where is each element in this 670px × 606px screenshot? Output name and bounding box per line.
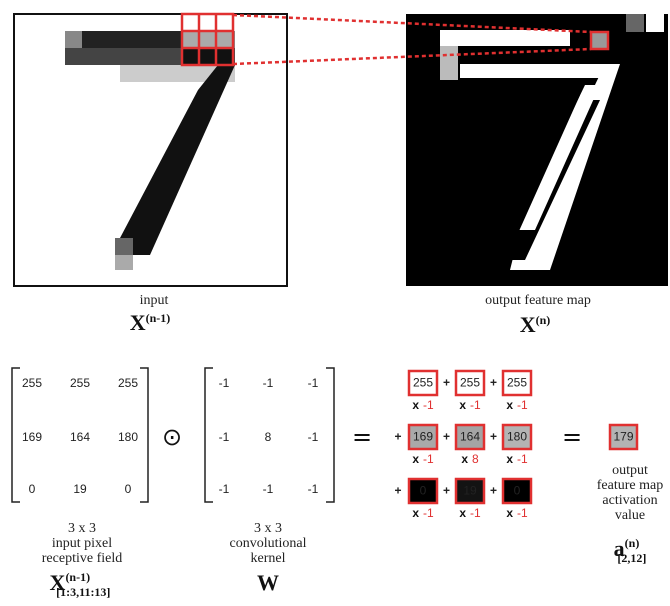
kernel-caption: 3 x 3	[254, 521, 282, 536]
result-caption: value	[615, 508, 645, 523]
product-weight: x -1	[506, 506, 528, 520]
plus-sign: +	[443, 430, 450, 444]
product-pixel: 255	[413, 376, 433, 390]
kernel-value: -1	[308, 430, 319, 444]
times-sign: x	[459, 398, 466, 412]
weight-value: -1	[517, 452, 528, 466]
plus-sign: +	[490, 430, 497, 444]
pixel-value: 0	[29, 482, 36, 496]
product-pixel: 255	[460, 376, 480, 390]
input-caption: input	[140, 293, 169, 308]
weight-value: -1	[517, 506, 528, 520]
times-sign: x	[506, 398, 513, 412]
weight-value: -1	[470, 506, 481, 520]
product-weight: x -1	[506, 452, 528, 466]
plus-sign: +	[394, 484, 401, 498]
product-weight: x -1	[459, 398, 481, 412]
product-pixel: 0	[420, 484, 427, 498]
product-pixel: 164	[460, 430, 480, 444]
hadamard-operator: ⊙	[162, 423, 182, 451]
receptive-caption: input pixel	[52, 536, 112, 551]
product-pixel: 169	[413, 430, 433, 444]
pixel-value: 255	[70, 376, 90, 390]
weight-value: -1	[470, 398, 481, 412]
diagram: input X(n-1) output feature map X(n) ⊙ =…	[0, 0, 670, 606]
pixel-value: 19	[73, 482, 87, 496]
product-pixel: 180	[507, 430, 527, 444]
product-weight: x -1	[412, 506, 434, 520]
result-caption: activation	[602, 493, 657, 508]
product-weight: x -1	[412, 452, 434, 466]
kernel-value: -1	[308, 482, 319, 496]
product-weight: x -1	[412, 398, 434, 412]
kernel-symbol: W	[257, 570, 279, 595]
product-pixel: 19	[463, 484, 477, 498]
product-pixel: 255	[507, 376, 527, 390]
kernel-value: -1	[219, 376, 230, 390]
equals: =	[352, 423, 372, 451]
product-pixel: 0	[514, 484, 521, 498]
weight-value: 8	[472, 452, 479, 466]
input-symbol: X(n-1)	[130, 310, 171, 335]
kernel-value: -1	[219, 430, 230, 444]
times-sign: x	[412, 452, 419, 466]
receptive-caption: receptive field	[42, 551, 122, 566]
weight-value: -1	[517, 398, 528, 412]
pixel-value: 255	[22, 376, 42, 390]
times-sign: x	[506, 506, 513, 520]
weight-value: -1	[423, 506, 434, 520]
times-sign: x	[506, 452, 513, 466]
result-caption: feature map	[597, 478, 663, 493]
kernel-value: 8	[265, 430, 272, 444]
weight-value: -1	[423, 452, 434, 466]
pixel-value: 255	[118, 376, 138, 390]
input-image	[14, 14, 287, 286]
plus-sign: +	[394, 430, 401, 444]
plus-sign: +	[443, 376, 450, 390]
pixel-value: 180	[118, 430, 138, 444]
output-symbol: X(n)	[520, 312, 551, 337]
weight-value: -1	[423, 398, 434, 412]
product-weight: x -1	[506, 398, 528, 412]
result-caption: output	[612, 463, 648, 478]
result-symbol: a(n)[2,12]	[614, 536, 647, 565]
times-sign: x	[412, 398, 419, 412]
pixel-value: 0	[125, 482, 132, 496]
times-sign: x	[459, 506, 466, 520]
plus-sign: +	[490, 376, 497, 390]
product-weight: x -1	[459, 506, 481, 520]
kernel-caption: convolutional	[230, 536, 307, 551]
times-sign: x	[461, 452, 468, 466]
plus-sign: +	[443, 484, 450, 498]
result-value: 179	[613, 430, 633, 444]
kernel-value: -1	[263, 482, 274, 496]
receptive-symbol: X(n-1)[1:3,11:13]	[50, 570, 111, 599]
receptive-caption: 3 x 3	[68, 521, 96, 536]
plus-sign: +	[490, 484, 497, 498]
output-caption: output feature map	[485, 293, 591, 308]
kernel-caption: kernel	[251, 551, 286, 566]
times-sign: x	[412, 506, 419, 520]
pixel-value: 169	[22, 430, 42, 444]
kernel-value: -1	[308, 376, 319, 390]
equals: =	[562, 423, 582, 451]
kernel-value: -1	[263, 376, 274, 390]
kernel-value: -1	[219, 482, 230, 496]
pixel-value: 164	[70, 430, 90, 444]
